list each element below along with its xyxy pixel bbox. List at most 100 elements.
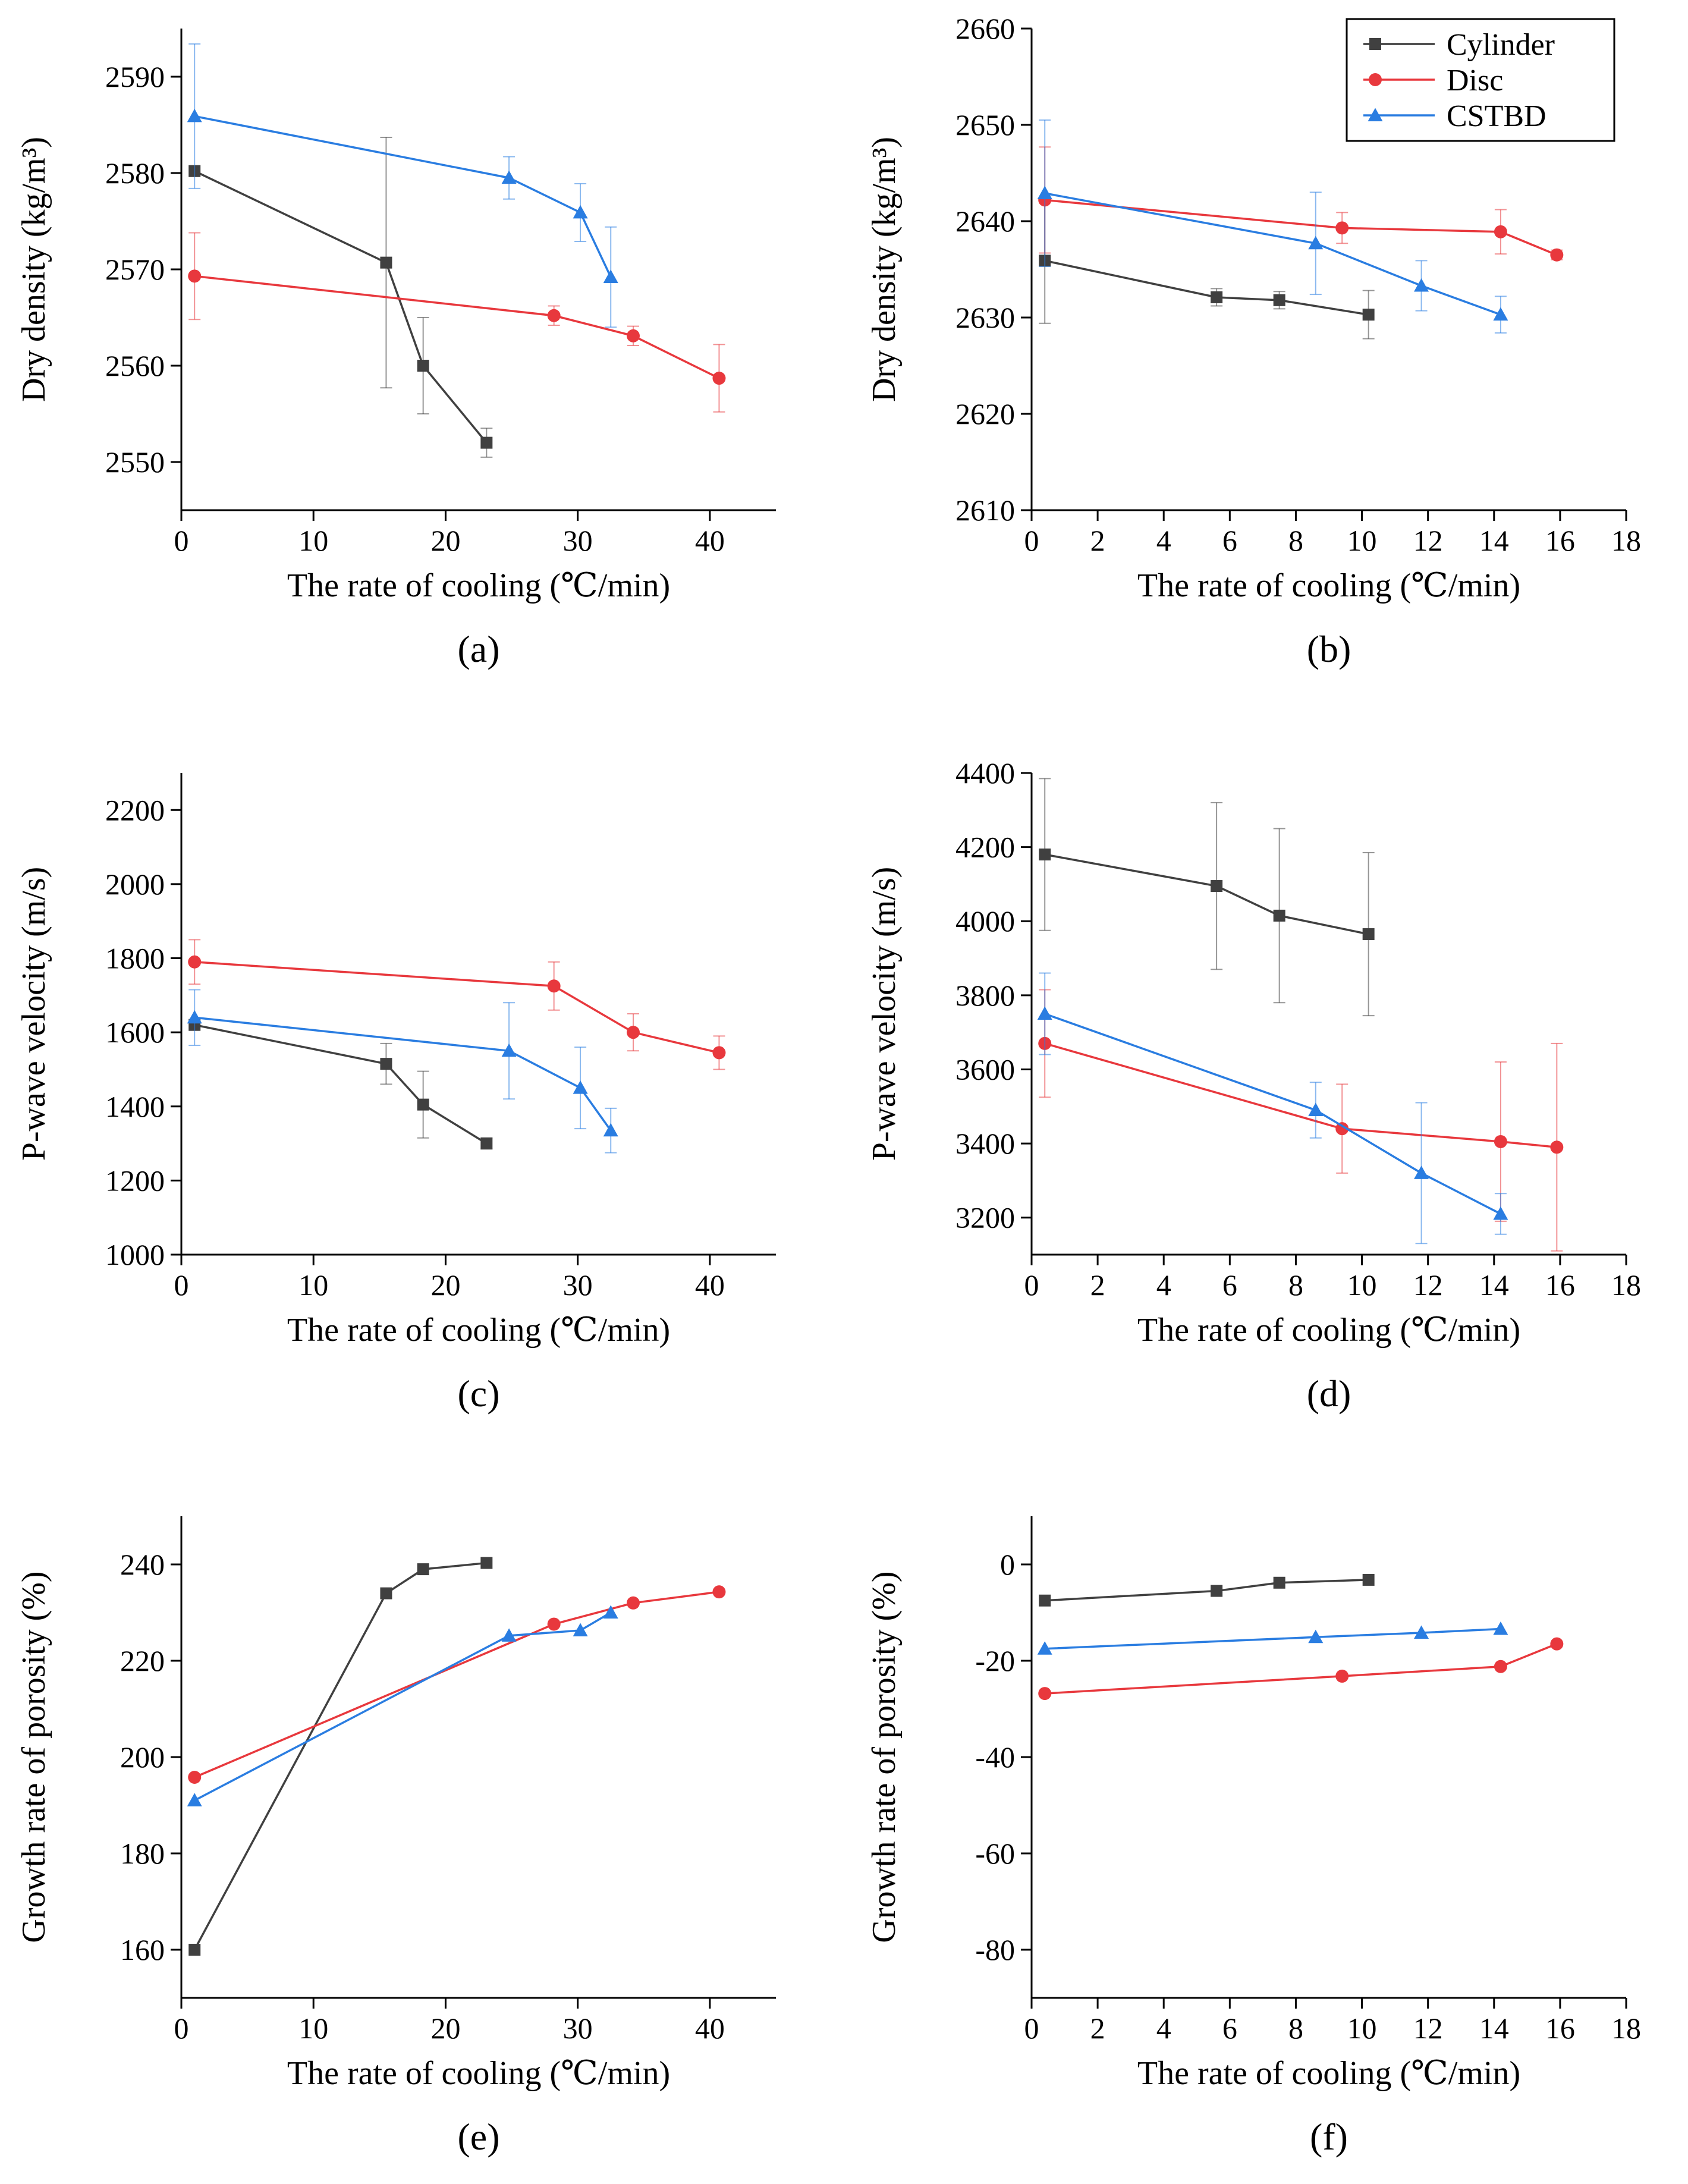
data-point-cstbd bbox=[603, 1123, 618, 1137]
y-tick-label: -60 bbox=[975, 1837, 1015, 1870]
series-line bbox=[194, 1016, 612, 1132]
series-disc bbox=[188, 1585, 726, 1784]
panel-label: (a) bbox=[457, 628, 499, 670]
series-line bbox=[193, 1561, 487, 1950]
x-tick-label: 16 bbox=[1545, 1268, 1575, 1302]
series-disc bbox=[188, 232, 726, 413]
x-tick-label: 40 bbox=[695, 2012, 725, 2045]
data-point-disc bbox=[1335, 1669, 1349, 1683]
data-point-cylinder bbox=[1211, 291, 1223, 303]
panel-label: (e) bbox=[457, 2116, 499, 2158]
data-point-cstbd bbox=[187, 1010, 202, 1024]
series-cylinder bbox=[1039, 1573, 1375, 1607]
panel-label: (d) bbox=[1307, 1372, 1351, 1415]
y-axis-title: Dry density (kg/m³) bbox=[866, 137, 903, 402]
y-tick-label: 4400 bbox=[955, 756, 1015, 790]
y-tick-label: 2650 bbox=[955, 108, 1015, 142]
x-tick-label: 2 bbox=[1090, 2012, 1105, 2045]
x-axis-title: The rate of cooling (℃/min) bbox=[287, 567, 670, 604]
series-line bbox=[1044, 853, 1369, 935]
x-tick-label: 10 bbox=[1347, 2012, 1377, 2045]
x-tick-label: 2 bbox=[1090, 524, 1105, 557]
y-tick-label: 1800 bbox=[105, 942, 165, 975]
data-point-cstbd bbox=[603, 1605, 618, 1619]
y-tick-label: 2660 bbox=[955, 12, 1015, 45]
legend-label-disc: Disc bbox=[1447, 64, 1503, 98]
y-tick-label: 3800 bbox=[955, 979, 1015, 1012]
y-tick-label: 2640 bbox=[955, 205, 1015, 238]
panel-label: (b) bbox=[1307, 628, 1351, 670]
y-tick-label: 220 bbox=[120, 1644, 165, 1677]
data-point-disc bbox=[627, 1596, 640, 1610]
x-tick-label: 0 bbox=[174, 2012, 189, 2045]
series-line bbox=[1044, 1042, 1557, 1149]
series-disc bbox=[1038, 146, 1564, 262]
data-point-cstbd bbox=[573, 205, 588, 219]
chart-a: 0 10 20 30 40 2550 2560 2570 2580 2590 The rate of… bbox=[15, 29, 776, 670]
x-tick-label: 10 bbox=[298, 1268, 328, 1302]
data-point-cylinder bbox=[480, 1137, 493, 1150]
data-point-cylinder bbox=[417, 1098, 429, 1111]
series-line bbox=[194, 961, 719, 1054]
x-tick-label: 30 bbox=[563, 524, 593, 557]
series-disc bbox=[1038, 1637, 1564, 1701]
data-point-cylinder bbox=[1273, 1576, 1285, 1589]
y-tick-label: 4200 bbox=[955, 831, 1015, 864]
data-point-disc bbox=[1494, 225, 1507, 238]
x-tick-label: 0 bbox=[1024, 2012, 1039, 2045]
y-tick-label: 2590 bbox=[105, 60, 165, 93]
x-tick-label: 6 bbox=[1222, 1268, 1237, 1302]
series-cstbd bbox=[1037, 1621, 1508, 1655]
chart-c: 0 10 20 30 40 1000 1200 1400 1600 1800 2000 2200 The… bbox=[15, 773, 776, 1415]
x-tick-label: 14 bbox=[1479, 524, 1509, 557]
x-tick-label: 18 bbox=[1611, 1268, 1641, 1302]
data-point-disc bbox=[712, 372, 726, 385]
data-point-cstbd bbox=[187, 108, 202, 122]
x-axis-title: The rate of cooling (℃/min) bbox=[287, 2055, 670, 2092]
data-point-cstbd bbox=[501, 1628, 517, 1642]
data-point-cylinder bbox=[1362, 928, 1375, 941]
y-tick-label: 2560 bbox=[105, 349, 165, 382]
x-tick-label: 0 bbox=[174, 1268, 189, 1302]
series-line bbox=[194, 275, 720, 379]
series-line bbox=[194, 1611, 612, 1802]
x-tick-label: 30 bbox=[563, 1268, 593, 1302]
data-point-cstbd bbox=[187, 1793, 202, 1806]
series-line bbox=[1044, 259, 1369, 316]
x-tick-label: 30 bbox=[563, 2012, 593, 2045]
panel-label: (f) bbox=[1310, 2116, 1348, 2158]
data-point-cstbd bbox=[573, 1623, 588, 1636]
data-point-cylinder bbox=[1273, 909, 1285, 922]
data-point-disc bbox=[188, 955, 202, 969]
series-line bbox=[194, 115, 612, 278]
x-tick-label: 18 bbox=[1611, 2012, 1641, 2045]
data-point-cstbd bbox=[1308, 1629, 1324, 1644]
series-line bbox=[1045, 199, 1557, 256]
y-tick-label: -20 bbox=[975, 1644, 1015, 1677]
data-point-cylinder bbox=[1362, 1573, 1375, 1586]
data-point-disc bbox=[712, 1585, 726, 1599]
data-point-cylinder bbox=[380, 256, 392, 269]
y-tick-label: 3400 bbox=[955, 1127, 1015, 1160]
data-point-cylinder bbox=[480, 436, 493, 449]
y-tick-label: 180 bbox=[120, 1837, 165, 1870]
x-tick-label: 8 bbox=[1288, 2012, 1303, 2045]
data-point-cstbd bbox=[1414, 1625, 1429, 1639]
data-point-disc bbox=[188, 1771, 202, 1784]
data-point-disc bbox=[547, 309, 561, 322]
y-tick-label: 2000 bbox=[105, 868, 165, 901]
data-point-disc bbox=[712, 1046, 726, 1060]
series-cstbd bbox=[1037, 972, 1508, 1245]
x-tick-label: 12 bbox=[1413, 524, 1443, 557]
x-tick-label: 0 bbox=[174, 524, 189, 557]
data-point-disc bbox=[547, 1617, 561, 1631]
y-tick-label: 3600 bbox=[955, 1052, 1015, 1086]
y-tick-label: 2200 bbox=[105, 793, 165, 827]
data-point-cstbd bbox=[1493, 307, 1508, 321]
chart-e: 0 10 20 30 40 160 180 200 220 240 The rate of cool… bbox=[15, 1516, 776, 2158]
x-tick-label: 12 bbox=[1413, 1268, 1443, 1302]
chart-f: 0 2 4 6 8 10 12 14 16 18 -80 -60 -40 -20 0 The rate of … bbox=[866, 1516, 1641, 2158]
x-tick-label: 6 bbox=[1222, 2012, 1237, 2045]
series-line bbox=[1045, 1627, 1501, 1650]
